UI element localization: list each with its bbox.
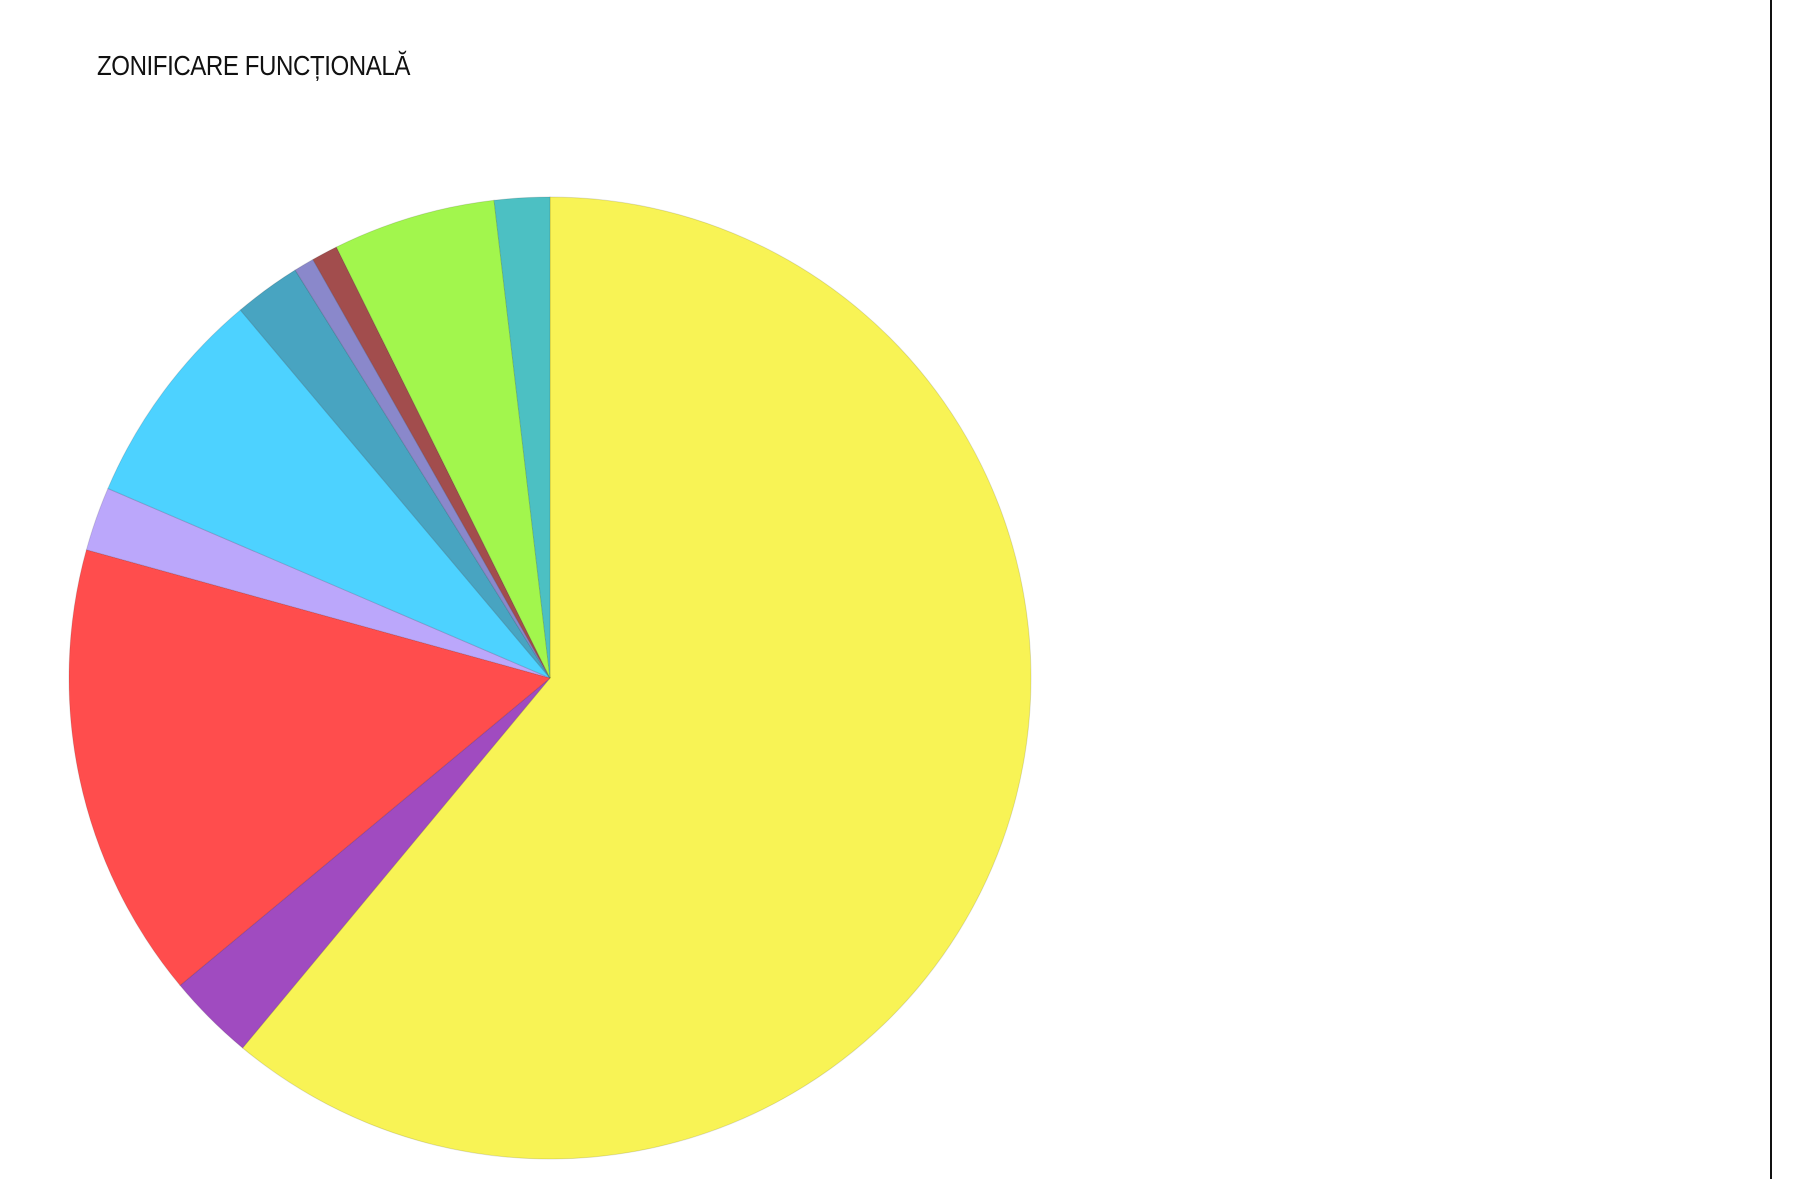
pie-slice-7 xyxy=(294,258,551,679)
chart-title: ZONIFICARE FUNCȚIONALĂ xyxy=(97,50,410,81)
pie-slice-9 xyxy=(335,199,551,679)
page-border-right xyxy=(1770,0,1772,1179)
pie-slice-3 xyxy=(68,549,552,987)
pie-slice-2 xyxy=(179,677,551,1049)
pie-slice-10 xyxy=(493,196,551,679)
pie-slice-5 xyxy=(107,309,551,679)
pie-slice-8 xyxy=(312,246,551,679)
pie-slice-4 xyxy=(85,487,551,679)
pie-slice-6 xyxy=(239,269,551,679)
pie-slice-1 xyxy=(241,196,1032,1160)
